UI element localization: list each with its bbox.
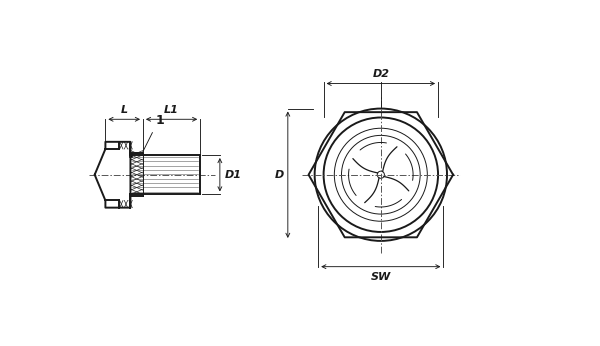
Text: D1: D1: [224, 170, 242, 180]
Bar: [128, 153, 132, 157]
Text: L1: L1: [164, 105, 179, 115]
Text: L: L: [121, 105, 128, 115]
Text: D2: D2: [373, 69, 389, 79]
Circle shape: [377, 171, 385, 178]
Text: 1: 1: [155, 114, 164, 127]
Text: SW: SW: [371, 272, 391, 282]
Text: D: D: [274, 170, 284, 180]
